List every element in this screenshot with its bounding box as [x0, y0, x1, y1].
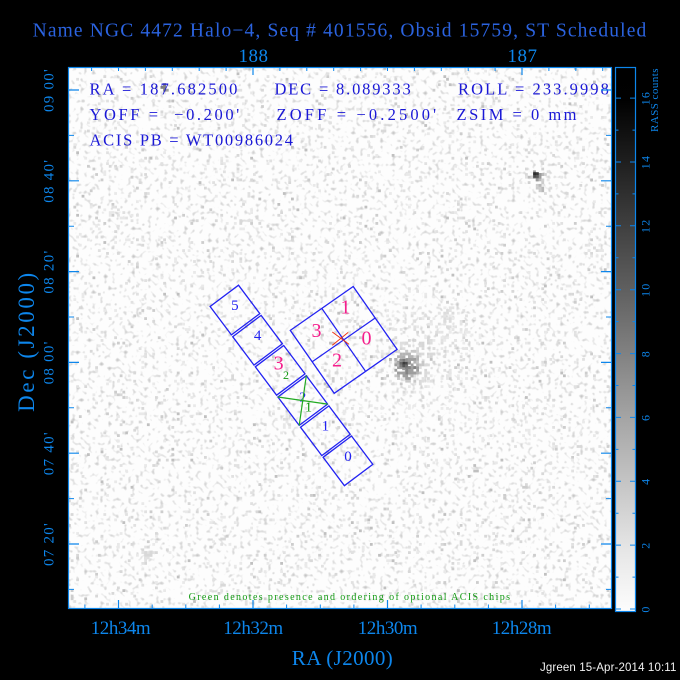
svg-text:07 40': 07 40': [42, 431, 58, 475]
svg-text:07 20': 07 20': [42, 522, 58, 566]
svg-text:RA = 187.682500: RA = 187.682500: [90, 80, 240, 99]
svg-text:0: 0: [344, 449, 352, 465]
svg-text:YOFF = −0.200': YOFF = −0.200': [90, 105, 242, 124]
svg-text:2: 2: [283, 368, 289, 382]
svg-text:ZSIM = 0 mm: ZSIM = 0 mm: [457, 105, 580, 124]
svg-text:12: 12: [639, 219, 653, 233]
svg-text:09 00': 09 00': [42, 68, 58, 112]
svg-text:08 40': 08 40': [42, 159, 58, 203]
svg-text:2: 2: [639, 541, 653, 548]
svg-text:ZOFF = −0.2500': ZOFF = −0.2500': [277, 105, 440, 124]
svg-text:12h30m: 12h30m: [358, 618, 418, 639]
svg-text:ROLL = 233.9998: ROLL = 233.9998: [458, 80, 611, 99]
svg-text:DEC = 8.089333: DEC = 8.089333: [275, 80, 413, 99]
svg-text:RA (J2000): RA (J2000): [292, 646, 393, 670]
svg-text:187: 187: [508, 46, 538, 67]
svg-text:6: 6: [639, 414, 653, 421]
svg-text:1: 1: [341, 297, 351, 319]
svg-text:08 20': 08 20': [42, 250, 58, 294]
svg-text:08 00': 08 00': [42, 340, 58, 384]
svg-text:12h34m: 12h34m: [91, 618, 151, 639]
svg-text:4: 4: [639, 478, 653, 485]
svg-text:0: 0: [639, 605, 653, 612]
svg-text:1: 1: [322, 419, 330, 435]
svg-text:8: 8: [639, 350, 653, 357]
svg-text:3: 3: [312, 320, 322, 342]
svg-text:5: 5: [231, 298, 239, 314]
svg-text:12h28m: 12h28m: [492, 618, 552, 639]
svg-text:12h32m: 12h32m: [223, 618, 283, 639]
svg-text:0: 0: [362, 328, 372, 350]
svg-text:2: 2: [332, 350, 342, 372]
svg-text:4: 4: [254, 328, 262, 344]
svg-text:16: 16: [639, 91, 653, 105]
svg-text:Dec (J2000): Dec (J2000): [14, 270, 39, 412]
svg-text:188: 188: [239, 46, 269, 67]
svg-text:3: 3: [274, 352, 284, 374]
svg-text:RASS counts: RASS counts: [649, 68, 661, 132]
svg-text:Name NGC 4472 Halo−4, Seq # 40: Name NGC 4472 Halo−4, Seq # 401556, Obsi…: [33, 21, 648, 42]
svg-text:1: 1: [305, 401, 312, 416]
svg-text:10: 10: [639, 282, 653, 296]
svg-text:14: 14: [639, 155, 653, 169]
svg-text:Jgreen 15-Apr-2014 10:11: Jgreen 15-Apr-2014 10:11: [540, 662, 677, 674]
svg-text:Green denotes presence and ord: Green denotes presence and ordering of o…: [189, 592, 512, 603]
svg-text:ACIS PB = WT00986024: ACIS PB = WT00986024: [90, 130, 295, 149]
